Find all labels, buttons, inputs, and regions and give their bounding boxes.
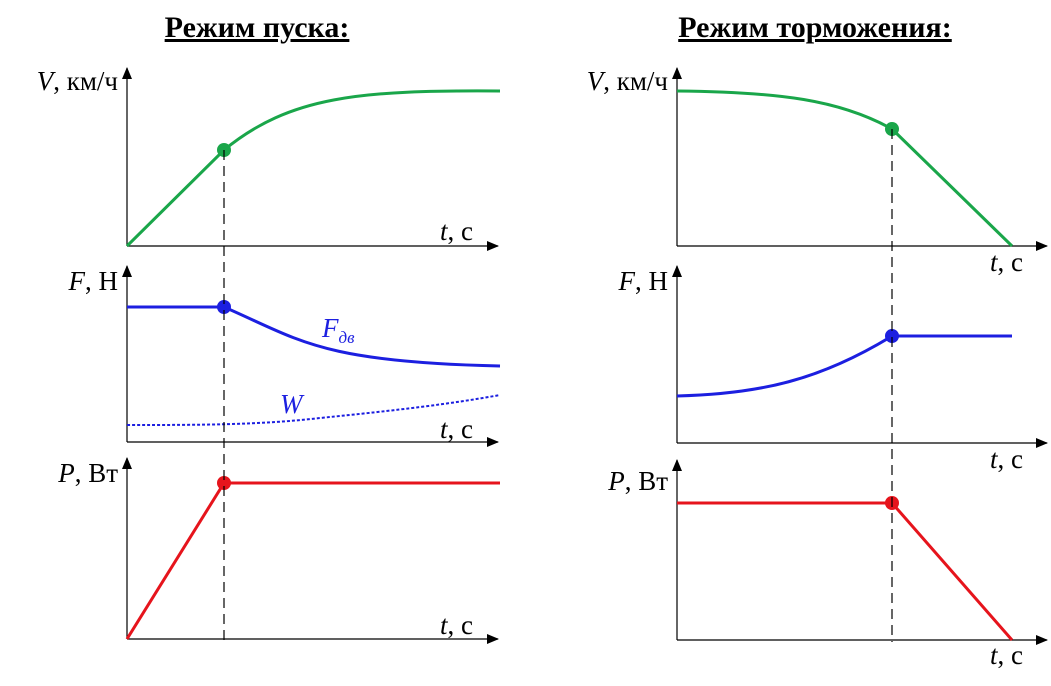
start-f-time-label: t, с	[440, 414, 473, 444]
braking-force-curve	[676, 334, 1012, 398]
start-speed-curve	[125, 89, 501, 248]
braking-p-axis-label: P, Вт	[607, 466, 668, 496]
braking-speed-panel: V, км/ч t, с	[587, 66, 1048, 277]
start-power-panel: P, Вт t, с	[57, 457, 500, 644]
start-speed-panel: V, км/ч t, с	[37, 66, 501, 251]
braking-v-time-label: t, с	[990, 247, 1023, 277]
braking-power-curve	[677, 501, 1014, 641]
start-v-time-label: t, с	[440, 216, 473, 246]
braking-power-panel: P, Вт t, с	[607, 459, 1048, 670]
start-traction-force-curve	[127, 305, 501, 368]
start-mode-title: Режим пуска:	[165, 11, 350, 44]
start-f-axis-label: F, Н	[68, 266, 119, 296]
start-v-axis-label: V, км/ч	[37, 66, 118, 96]
braking-speed-curve	[676, 89, 1014, 248]
start-force-point	[217, 300, 231, 314]
braking-force-panel: F, Н t, с	[618, 265, 1048, 474]
start-p-axis-label: P, Вт	[57, 458, 118, 488]
braking-p-time-label: t, с	[990, 640, 1023, 670]
start-force-panel: F, Н t, с Fдв W	[68, 265, 501, 447]
traction-force-label: Fдв	[321, 313, 355, 347]
resistance-force-curve	[126, 394, 501, 426]
braking-f-time-label: t, с	[990, 444, 1023, 474]
braking-v-axis-label: V, км/ч	[587, 66, 668, 96]
braking-force-point	[885, 329, 899, 343]
start-power-point	[217, 476, 231, 490]
resistance-force-label: W	[280, 389, 305, 419]
start-p-time-label: t, с	[440, 610, 473, 640]
braking-mode-title: Режим торможения:	[678, 11, 952, 44]
braking-f-axis-label: F, Н	[618, 266, 669, 296]
